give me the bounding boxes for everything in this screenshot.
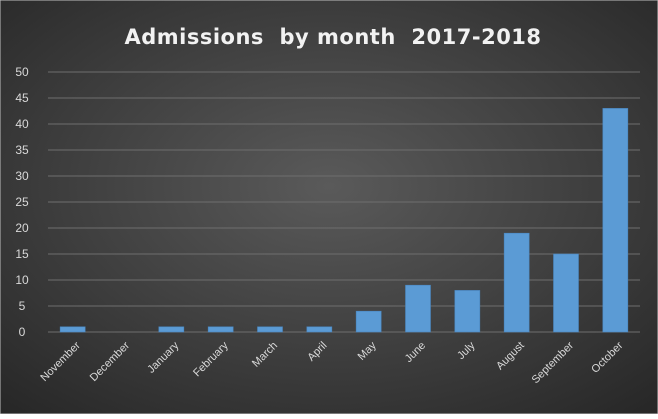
y-tick-label: 10 [15,273,29,287]
bar [454,290,481,333]
bar [158,326,185,333]
bar [207,326,234,333]
y-tick-label: 0 [19,325,26,339]
bar [503,232,530,333]
y-tick-label: 45 [15,91,29,105]
bar [355,310,382,333]
bar [553,253,579,333]
chart-title: Admissions by month 2017-2018 [124,25,541,49]
bar [306,326,333,333]
y-tick-label: 35 [15,143,29,157]
y-tick-label: 15 [15,247,29,261]
y-tick-label: 5 [19,299,26,313]
y-tick-label: 20 [15,221,29,235]
y-tick-label: 25 [15,195,29,209]
bar [602,108,629,333]
bar [59,326,86,333]
bars [59,108,629,333]
y-tick-label: 50 [15,65,29,79]
bar [405,284,431,333]
bar [257,326,283,333]
gridlines [48,71,640,333]
y-axis-tick-labels: 0 5 10 15 20 25 30 35 40 45 50 [15,65,29,339]
y-tick-label: 40 [15,117,29,131]
y-tick-label: 30 [15,169,29,183]
